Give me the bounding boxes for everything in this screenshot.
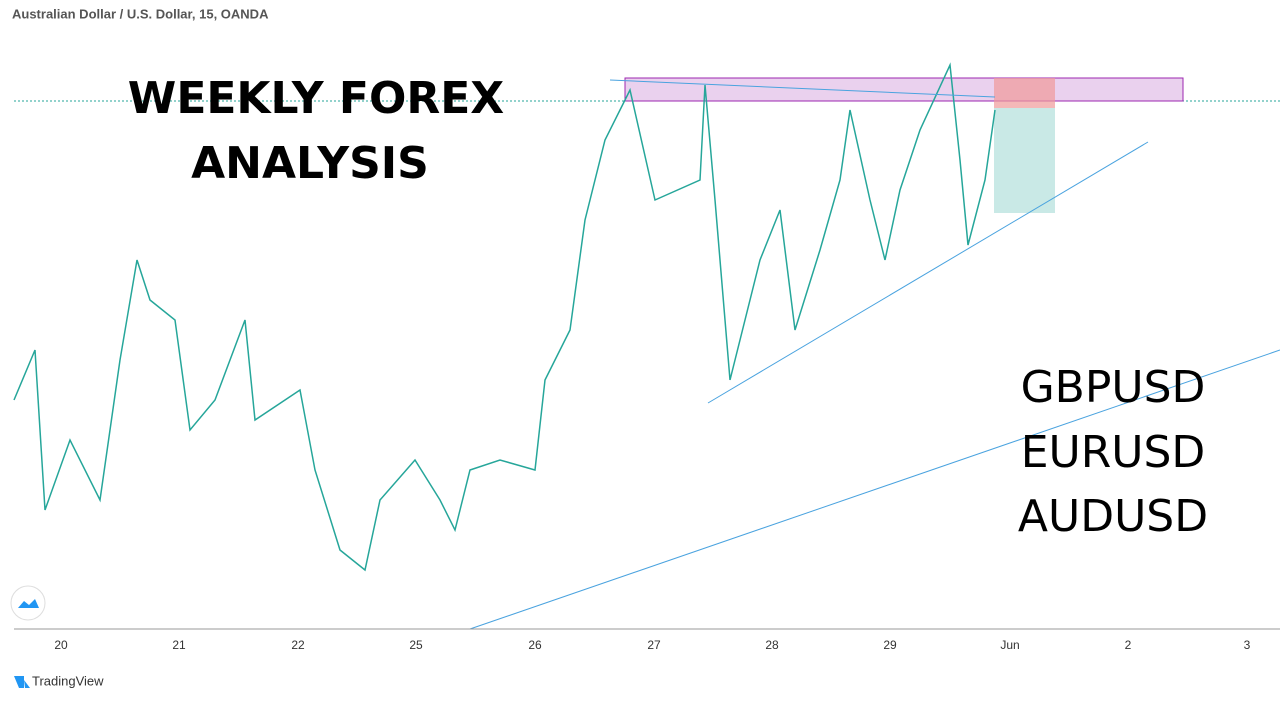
time-label: Jun xyxy=(1000,638,1019,652)
brand-icon xyxy=(14,676,30,688)
time-axis: 20 21 22 25 26 27 28 29 Jun 2 3 xyxy=(54,638,1250,652)
trend-line xyxy=(469,349,1280,630)
time-label: 29 xyxy=(883,638,897,652)
time-label: 27 xyxy=(647,638,661,652)
price-path xyxy=(13,62,996,572)
time-label: 22 xyxy=(291,638,305,652)
time-label: 2 xyxy=(1125,638,1132,652)
target-zone xyxy=(994,108,1055,213)
symbol-header: Australian Dollar / U.S. Dollar, 15, OAN… xyxy=(12,6,269,21)
trend-line xyxy=(609,79,996,98)
pair-label: AUDUSD xyxy=(1018,491,1208,542)
time-label: 3 xyxy=(1244,638,1251,652)
time-label: 20 xyxy=(54,638,68,652)
time-label: 25 xyxy=(409,638,423,652)
resistance-zone xyxy=(624,77,1184,102)
time-label: 21 xyxy=(172,638,186,652)
logo-icon xyxy=(18,599,39,608)
title-line: WEEKLY FOREX xyxy=(128,73,505,124)
pair-label: EURUSD xyxy=(1021,427,1206,478)
trend-line xyxy=(707,141,1149,404)
title-line: ANALYSIS xyxy=(191,138,429,189)
time-label: 28 xyxy=(765,638,779,652)
brand: TradingView xyxy=(32,673,104,688)
logo-button[interactable] xyxy=(10,585,46,621)
time-label: 26 xyxy=(528,638,542,652)
stop-zone xyxy=(994,78,1055,108)
pair-label: GBPUSD xyxy=(1021,362,1206,413)
